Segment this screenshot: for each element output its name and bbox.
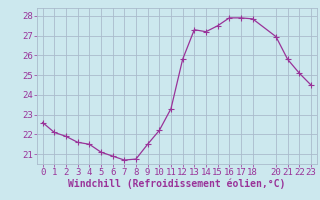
X-axis label: Windchill (Refroidissement éolien,°C): Windchill (Refroidissement éolien,°C) xyxy=(68,179,285,189)
